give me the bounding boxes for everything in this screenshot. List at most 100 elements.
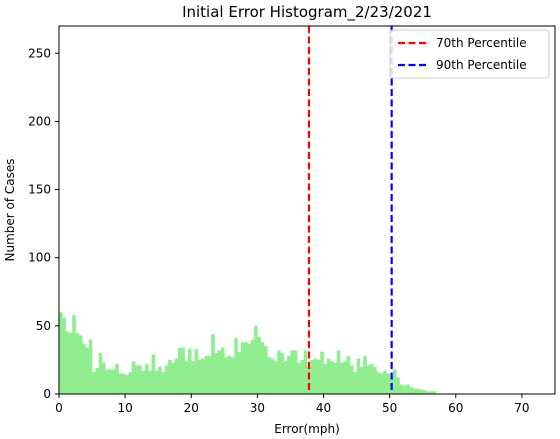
bars-group <box>59 312 437 394</box>
histogram-bar <box>254 325 258 394</box>
x-tick-label: 10 <box>117 401 132 415</box>
histogram-bar <box>85 347 90 394</box>
histogram-bar <box>293 350 298 394</box>
histogram-bar <box>214 353 219 394</box>
histogram-bar <box>118 373 123 394</box>
y-tick-label: 0 <box>43 387 51 401</box>
histogram-bar <box>141 370 146 394</box>
histogram-bar <box>207 355 212 394</box>
y-axis-ticks: 0 50 100 150 200 250 <box>28 46 59 401</box>
histogram-bar <box>217 350 222 394</box>
histogram-bar <box>270 358 275 394</box>
histogram-bar <box>98 353 103 394</box>
histogram-bar <box>422 389 427 394</box>
histogram-bar <box>280 353 285 394</box>
histogram-bar <box>340 362 344 394</box>
y-tick-label: 100 <box>28 251 51 265</box>
histogram-bar <box>108 369 113 394</box>
histogram-bar <box>273 361 278 394</box>
histogram-bar <box>267 357 271 394</box>
histogram-bar <box>82 343 86 394</box>
histogram-bar <box>240 342 245 394</box>
histogram-bar <box>353 372 357 394</box>
y-tick-label: 250 <box>28 46 51 60</box>
histogram-bar <box>154 370 159 394</box>
histogram-bar <box>320 351 324 394</box>
histogram-bar <box>264 346 268 394</box>
histogram-bar <box>359 366 364 394</box>
histogram-bar <box>303 350 308 394</box>
histogram-bar <box>283 361 288 394</box>
percentile-lines <box>307 26 393 394</box>
histogram-bar <box>257 336 262 394</box>
histogram-bar <box>369 364 374 394</box>
x-axis-label: Error(mph) <box>274 422 340 436</box>
histogram-bar <box>72 314 76 394</box>
histogram-bar <box>260 342 265 394</box>
histogram-bar <box>128 372 133 394</box>
histogram-bar <box>92 372 96 394</box>
histogram-bar <box>164 365 169 394</box>
histogram-bar <box>135 365 139 394</box>
histogram-bar <box>409 387 414 394</box>
histogram-bar <box>336 350 341 394</box>
histogram-bar <box>75 332 80 394</box>
x-tick-label: 40 <box>316 401 331 415</box>
plot-frame <box>58 25 556 395</box>
histogram-bar <box>227 355 232 394</box>
histogram-bar <box>174 358 179 394</box>
histogram-bar <box>171 362 176 394</box>
histogram-bar <box>247 343 252 394</box>
histogram-bar <box>95 368 99 394</box>
histogram-bar <box>184 361 189 394</box>
histogram-bar <box>373 366 377 394</box>
histogram-bar <box>88 339 93 394</box>
histogram-bar <box>194 349 199 394</box>
legend-label: 70th Percentile <box>436 36 527 50</box>
histogram-bar <box>300 359 304 394</box>
histogram-bar <box>187 349 192 394</box>
histogram-bar <box>363 355 367 394</box>
chart-title: Initial Error Histogram_2/23/2021 <box>182 3 432 22</box>
histogram-bar <box>330 361 334 394</box>
histogram-bar <box>65 331 70 394</box>
histogram-bar <box>356 358 361 394</box>
histogram-bar <box>383 370 387 394</box>
histogram-bar <box>366 365 371 394</box>
histogram-bar <box>290 350 295 394</box>
histogram-bar <box>168 359 172 394</box>
histogram-bar <box>376 372 381 394</box>
histogram-bar <box>326 358 331 394</box>
x-tick-label: 50 <box>382 401 397 415</box>
histogram-bar <box>181 347 185 394</box>
histogram-bar <box>230 357 235 394</box>
histogram-bar <box>111 369 116 394</box>
histogram-bar <box>406 384 410 394</box>
histogram-bar <box>349 365 354 394</box>
histogram-bar <box>151 354 156 394</box>
histogram-bar <box>158 366 162 394</box>
histogram-bar <box>148 370 152 394</box>
histogram-bar <box>237 351 242 394</box>
x-axis-ticks: 0 10 20 30 40 50 60 70 <box>55 394 530 415</box>
plot-area <box>58 25 556 395</box>
histogram-bar <box>121 373 126 394</box>
histogram-bar <box>287 355 291 394</box>
histogram-bar <box>429 391 433 394</box>
histogram-bar <box>396 377 400 394</box>
histogram-bar <box>138 365 142 394</box>
histogram-bar <box>399 384 404 394</box>
histogram-bar <box>204 355 209 394</box>
histogram-bar <box>211 334 215 394</box>
y-tick-label: 200 <box>28 114 51 128</box>
histogram-bar <box>115 364 119 394</box>
histogram-bar <box>379 373 384 394</box>
x-tick-label: 60 <box>448 401 463 415</box>
histogram-bar <box>224 357 228 394</box>
y-tick-label: 150 <box>28 183 51 197</box>
legend: 70th Percentile 90th Percentile <box>389 29 550 79</box>
histogram-bar <box>161 372 166 394</box>
histogram-bar <box>78 335 83 394</box>
histogram-bar <box>323 364 328 394</box>
